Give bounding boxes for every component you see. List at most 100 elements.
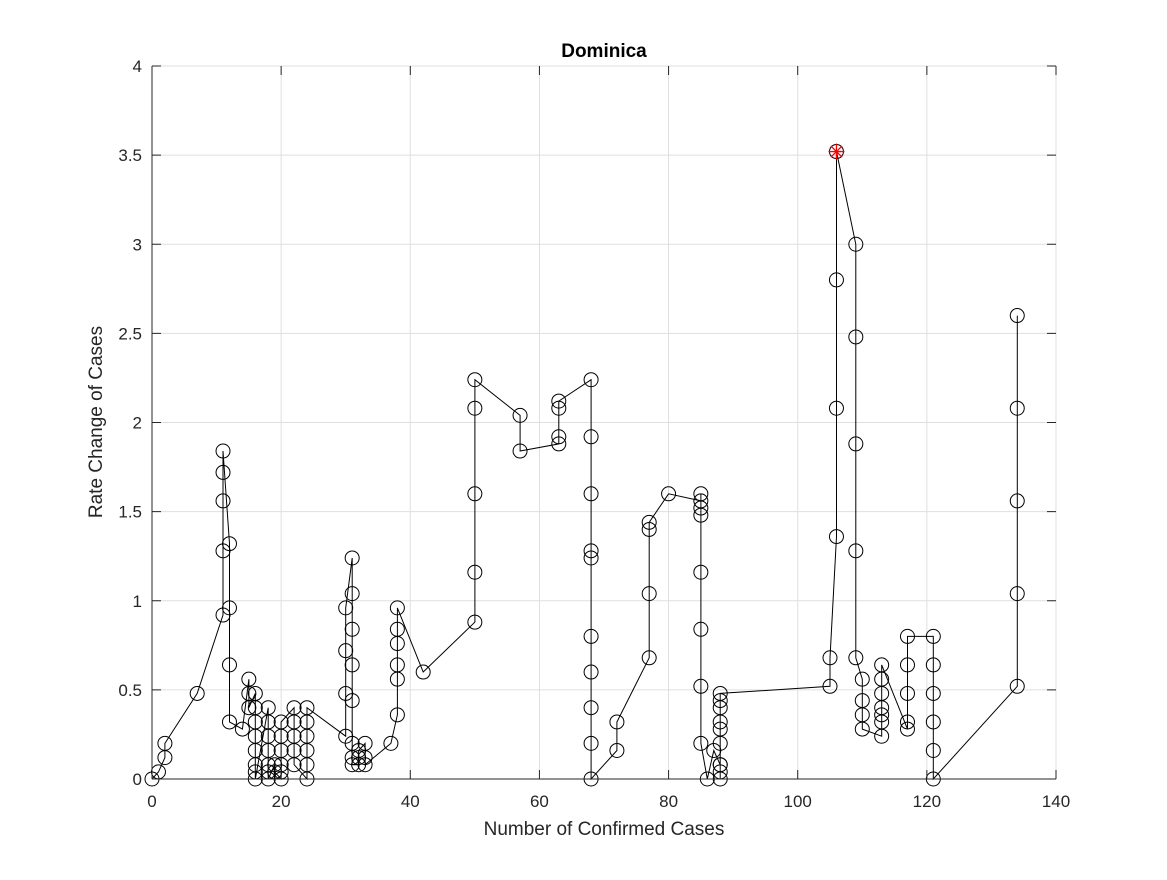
data-point bbox=[221, 714, 237, 730]
data-point bbox=[712, 757, 728, 773]
data-point bbox=[925, 742, 941, 758]
data-point bbox=[848, 543, 864, 559]
data-point bbox=[1009, 586, 1025, 602]
data-point bbox=[641, 650, 657, 666]
data-point bbox=[344, 550, 360, 566]
data-point bbox=[344, 621, 360, 637]
highlight-star-stroke bbox=[830, 145, 843, 158]
data-point bbox=[848, 436, 864, 452]
data-point bbox=[641, 514, 657, 530]
data-point bbox=[215, 464, 231, 480]
data-point bbox=[157, 735, 173, 751]
data-point bbox=[467, 564, 483, 580]
x-tick-label: 20 bbox=[272, 792, 291, 811]
data-point bbox=[389, 600, 405, 616]
data-point bbox=[874, 707, 890, 723]
data-point bbox=[854, 721, 870, 737]
data-point bbox=[899, 657, 915, 673]
data-point bbox=[512, 443, 528, 459]
data-point bbox=[822, 678, 838, 694]
data-point bbox=[1009, 308, 1025, 324]
data-point bbox=[344, 693, 360, 709]
data-point bbox=[583, 486, 599, 502]
data-point bbox=[551, 436, 567, 452]
data-point bbox=[848, 650, 864, 666]
x-tick-label: 0 bbox=[147, 792, 156, 811]
y-tick-label: 1 bbox=[133, 592, 142, 611]
x-tick-label: 40 bbox=[401, 792, 420, 811]
data-point bbox=[338, 600, 354, 616]
data-point bbox=[512, 407, 528, 423]
data-point bbox=[221, 536, 237, 552]
data-point bbox=[925, 685, 941, 701]
y-tick-label: 2 bbox=[133, 414, 142, 433]
y-tick-label: 3.5 bbox=[118, 146, 142, 165]
data-point bbox=[693, 621, 709, 637]
data-point bbox=[854, 671, 870, 687]
chart-title: Dominica bbox=[561, 41, 647, 62]
data-point bbox=[1009, 493, 1025, 509]
data-point bbox=[383, 735, 399, 751]
data-point bbox=[583, 700, 599, 716]
data-point bbox=[822, 650, 838, 666]
x-tick-label: 80 bbox=[659, 792, 678, 811]
data-point bbox=[467, 372, 483, 388]
x-tick-label: 60 bbox=[530, 792, 549, 811]
data-point bbox=[693, 500, 709, 516]
y-tick-label: 1.5 bbox=[118, 503, 142, 522]
data-point bbox=[583, 550, 599, 566]
data-point bbox=[189, 685, 205, 701]
data-point bbox=[389, 621, 405, 637]
data-point bbox=[467, 486, 483, 502]
ticks: 0 20 40 60 80 100 120 140 0 0.5 1 1.5 2 2.5 3 3.5 4 bbox=[118, 57, 1070, 811]
y-tick-label: 2.5 bbox=[118, 324, 142, 343]
data-point bbox=[467, 614, 483, 630]
data-point bbox=[583, 735, 599, 751]
y-tick-label: 0.5 bbox=[118, 681, 142, 700]
data-point bbox=[241, 700, 257, 716]
data-point bbox=[467, 400, 483, 416]
data-point bbox=[712, 721, 728, 737]
data-point bbox=[234, 721, 250, 737]
data-point bbox=[415, 664, 431, 680]
x-tick-label: 100 bbox=[784, 792, 812, 811]
data-point bbox=[641, 521, 657, 537]
data-point bbox=[389, 657, 405, 673]
highlight-point bbox=[828, 143, 845, 160]
data-point bbox=[899, 721, 915, 737]
data-point bbox=[899, 628, 915, 644]
data-point bbox=[215, 443, 231, 459]
data-point bbox=[1009, 400, 1025, 416]
series-layer bbox=[144, 143, 1025, 787]
data-point bbox=[273, 714, 289, 730]
data-point bbox=[874, 657, 890, 673]
data-point bbox=[828, 272, 844, 288]
y-tick-label: 0 bbox=[133, 770, 142, 789]
data-point bbox=[925, 714, 941, 730]
data-point bbox=[221, 657, 237, 673]
data-point bbox=[848, 236, 864, 252]
data-point bbox=[583, 664, 599, 680]
series-line bbox=[151, 151, 1018, 781]
data-point bbox=[551, 400, 567, 416]
data-point bbox=[286, 757, 302, 773]
data-point bbox=[389, 707, 405, 723]
data-point bbox=[357, 750, 373, 766]
x-tick-label: 140 bbox=[1042, 792, 1070, 811]
data-point bbox=[693, 678, 709, 694]
data-point bbox=[1009, 678, 1025, 694]
data-point bbox=[551, 429, 567, 445]
data-point bbox=[712, 685, 728, 701]
data-point bbox=[925, 657, 941, 673]
data-point bbox=[712, 693, 728, 709]
data-point bbox=[357, 757, 373, 773]
data-point bbox=[583, 429, 599, 445]
data-point bbox=[899, 714, 915, 730]
data-point bbox=[583, 543, 599, 559]
data-point bbox=[848, 329, 864, 345]
data-point bbox=[583, 372, 599, 388]
data-point bbox=[828, 400, 844, 416]
data-point bbox=[828, 529, 844, 545]
